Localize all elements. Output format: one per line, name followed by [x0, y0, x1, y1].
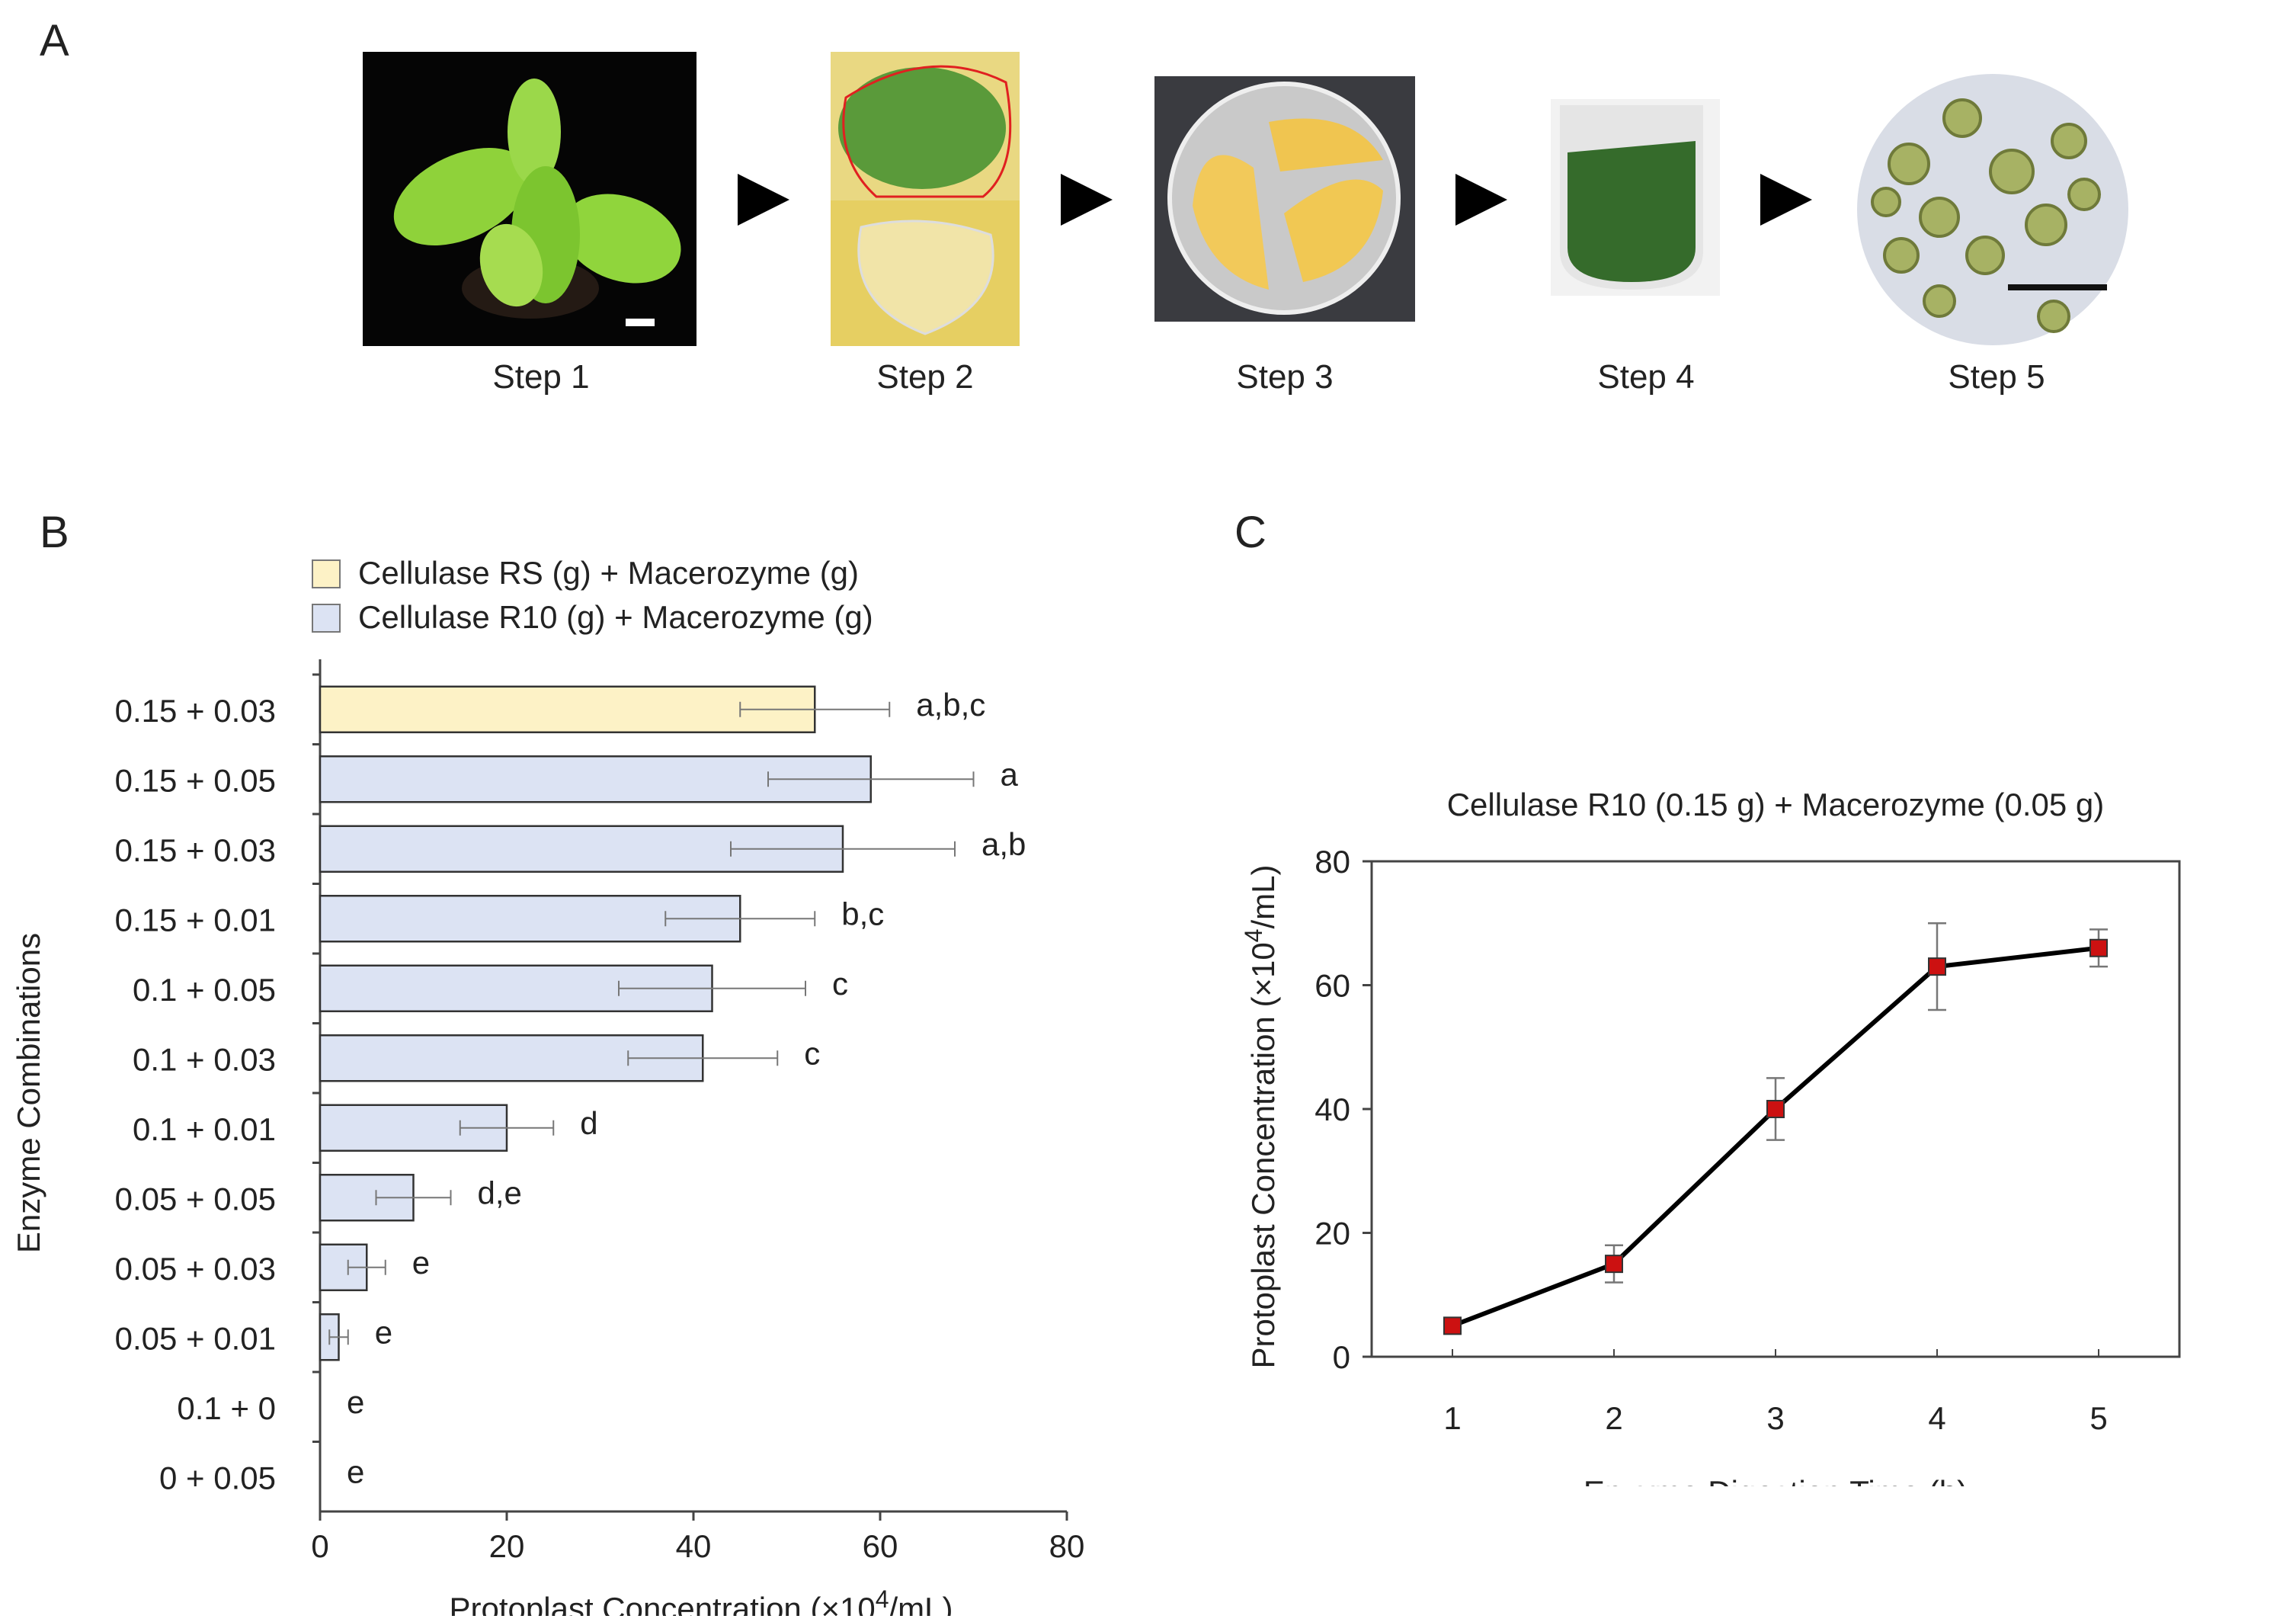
step-5-label: Step 5	[1948, 358, 2045, 396]
step-3-image	[1154, 76, 1415, 322]
chart-title: Cellulase R10 (0.15 g) + Macerozyme (0.0…	[1447, 787, 2105, 822]
protoplast-micrograph	[1857, 74, 2128, 345]
step-2-label: Step 2	[876, 358, 974, 396]
y-tick-label: 0.15 + 0.05	[115, 762, 276, 798]
tube-photo	[1560, 105, 1703, 290]
significance-label: c	[804, 1035, 820, 1071]
x-tick-label: 20	[489, 1528, 525, 1564]
x-tick-label: 5	[2089, 1400, 2107, 1436]
y-tick-label: 0.1 + 0.03	[133, 1041, 276, 1077]
arrow-icon	[1760, 174, 1812, 226]
x-tick-label: 0	[311, 1528, 328, 1564]
line-chart: Cellulase R10 (0.15 g) + Macerozyme (0.0…	[1240, 787, 2181, 1486]
petri-dish-photo	[1167, 82, 1401, 315]
bar	[319, 964, 713, 1012]
y-tick-label: 0.1 + 0.01	[133, 1111, 276, 1147]
step-3-label: Step 3	[1236, 358, 1334, 396]
y-tick-label: 0.15 + 0.03	[115, 832, 276, 868]
x-tick-label: 80	[1049, 1528, 1085, 1564]
step-4-image	[1551, 99, 1720, 296]
x-axis-label: Enzyme Digestion Time (h)	[1584, 1474, 1968, 1486]
y-tick-label: 20	[1315, 1216, 1350, 1252]
y-tick-label: 40	[1315, 1091, 1350, 1127]
x-tick-label: 1	[1443, 1400, 1461, 1436]
y-tick-label: 0.05 + 0.01	[115, 1320, 276, 1356]
data-point	[2089, 938, 2108, 957]
significance-label: e	[347, 1384, 364, 1420]
y-tick-label: 0.15 + 0.03	[115, 693, 276, 729]
panel-label-c: C	[1234, 508, 1266, 557]
legend-swatch	[312, 604, 341, 633]
y-axis-label: Protoplast Concentration (×104/mL)	[1240, 865, 1281, 1369]
step-1-image	[363, 52, 696, 346]
scale-bar-icon	[626, 319, 655, 326]
y-tick-label: 0.05 + 0.03	[115, 1251, 276, 1287]
data-point	[1928, 957, 1946, 976]
scale-bar-icon	[2008, 284, 2107, 290]
step-1-label: Step 1	[492, 358, 590, 396]
significance-label: a,b	[981, 826, 1026, 862]
significance-label: e	[375, 1314, 392, 1350]
y-axis-label: Enzyme Combinations	[11, 933, 46, 1253]
bar	[319, 685, 816, 733]
significance-label: d,e	[478, 1175, 522, 1210]
panel-label-a: A	[40, 16, 69, 66]
step-2-image	[831, 52, 1020, 346]
seedling-photo	[393, 79, 681, 326]
data-point	[1605, 1255, 1623, 1274]
legend-swatch	[312, 559, 341, 588]
y-tick-label: 0	[1333, 1339, 1350, 1375]
significance-label: a,b,c	[916, 687, 985, 723]
arrow-icon	[738, 174, 789, 226]
significance-label: e	[347, 1454, 364, 1489]
legend-label: Cellulase RS (g) + Macerozyme (g)	[358, 555, 859, 591]
significance-label: d	[580, 1105, 597, 1141]
arrow-icon	[1455, 174, 1507, 226]
y-tick-label: 60	[1315, 968, 1350, 1004]
step-5-image	[1856, 72, 2130, 347]
panel-label-b: B	[40, 508, 69, 557]
leaf-epidermis-photo	[831, 52, 1020, 346]
y-tick-label: 80	[1315, 844, 1350, 880]
data-point	[1766, 1100, 1785, 1118]
y-tick-label: 0.05 + 0.05	[115, 1181, 276, 1216]
step-4-label: Step 4	[1597, 358, 1695, 396]
y-tick-label: 0.15 + 0.01	[115, 902, 276, 938]
x-tick-label: 40	[676, 1528, 712, 1564]
y-tick-label: 0.1 + 0.05	[133, 972, 276, 1008]
y-tick-label: 0 + 0.05	[159, 1460, 276, 1495]
legend-label: Cellulase R10 (g) + Macerozyme (g)	[358, 599, 873, 635]
x-tick-label: 2	[1605, 1400, 1622, 1436]
significance-label: a	[1001, 756, 1019, 792]
bar-chart: Cellulase RS (g) + Macerozyme (g) Cellula…	[11, 555, 1085, 1616]
y-tick-label: 0.1 + 0	[177, 1390, 276, 1426]
x-tick-label: 3	[1766, 1400, 1784, 1436]
x-tick-label: 60	[863, 1528, 898, 1564]
significance-label: b,c	[841, 896, 884, 931]
x-axis-label: Protoplast Concentration (×104/mL)	[450, 1585, 953, 1616]
significance-label: e	[412, 1245, 430, 1281]
data-point	[1443, 1316, 1462, 1335]
arrow-icon	[1061, 174, 1113, 226]
x-tick-label: 4	[1928, 1400, 1945, 1436]
significance-label: c	[832, 966, 848, 1002]
